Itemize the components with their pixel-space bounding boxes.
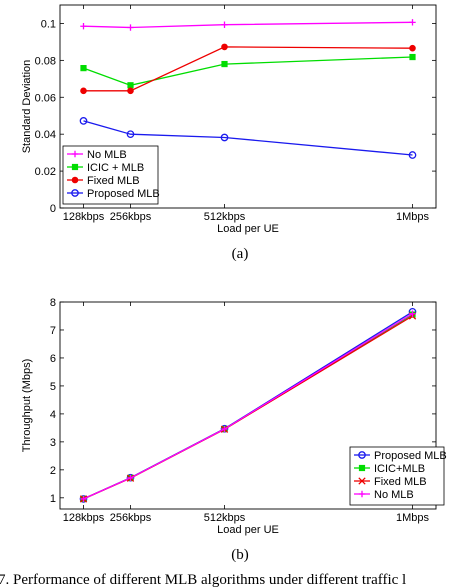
panel-a-label: (a): [232, 246, 249, 262]
a-ytick-label: 0.04: [35, 129, 56, 141]
a-ytick-label: 0.02: [35, 166, 56, 178]
a-legend-label: No MLB: [87, 149, 127, 161]
b-legend-marker: [358, 490, 366, 498]
b-ytick-label: 7: [50, 325, 56, 337]
a-x-axis-label: Load per UE: [217, 223, 279, 235]
a-xtick-label: 256kbps: [110, 211, 152, 223]
a-ytick-label: 0: [50, 203, 56, 215]
a-data-point: [221, 43, 228, 51]
b-ytick-label: 2: [50, 465, 56, 477]
a-legend-marker: [71, 150, 79, 158]
b-xtick-label: 128kbps: [63, 512, 105, 524]
a-legend-marker: [71, 176, 79, 184]
a-data-point: [221, 60, 228, 68]
b-x-axis-label: Load per UE: [217, 524, 279, 536]
a-y-axis-label: Standard Deviation: [21, 60, 33, 154]
a-legend-label: Fixed MLB: [87, 175, 140, 187]
a-data-point: [409, 19, 416, 26]
a-legend-label: ICIC + MLB: [87, 162, 144, 174]
b-legend-label: ICIC+MLB: [374, 463, 425, 475]
b-data-point: [127, 474, 134, 482]
a-legend-marker: [71, 163, 79, 171]
panel-b: 1 2 3 4 5 6 7 8 128kbps 256kbps 512kbps 1Mbps Load p…: [21, 297, 447, 536]
a-data-point: [409, 44, 416, 52]
b-data-point: [80, 495, 87, 503]
a-ytick-label: 0.06: [35, 92, 56, 104]
a-series-line-3: [83, 46, 413, 92]
b-xtick-label: 512kbps: [204, 512, 246, 524]
a-data-point: [80, 23, 87, 30]
a-data-point: [221, 21, 228, 28]
panel-b-label: (b): [231, 547, 249, 563]
a-data-point: [220, 133, 229, 142]
a-legend-label: Proposed MLB: [87, 188, 160, 200]
b-xtick-label: 256kbps: [110, 512, 152, 524]
a-data-point: [127, 87, 134, 95]
b-legend-marker: [358, 464, 366, 472]
a-data-point: [79, 117, 88, 125]
a-legend-marker: [71, 189, 79, 197]
a-data-point: [80, 87, 87, 95]
a-ytick-label: 0.1: [41, 18, 56, 30]
b-ytick-label: 4: [50, 409, 56, 421]
a-xtick-label: 128kbps: [63, 211, 105, 223]
b-series-line-4: [83, 313, 413, 500]
a-xtick-label: 1Mbps: [396, 211, 430, 223]
b-legend-marker: [358, 451, 366, 459]
a-data-point: [127, 82, 134, 89]
a-data-point: [126, 130, 135, 139]
b-legend-label: No MLB: [374, 489, 414, 501]
b-xtick-label: 1Mbps: [396, 512, 430, 524]
b-ytick-label: 6: [50, 353, 56, 365]
a-legend-box: [62, 145, 159, 205]
panel-a: 0 0.02 0.04 0.06 0.08 0.1 128kbps 256kbps 512kbp…: [21, 4, 437, 235]
b-ytick-label: 5: [50, 381, 56, 393]
b-ytick-label: 8: [50, 297, 56, 309]
b-legend-label: Proposed MLB: [374, 450, 447, 462]
b-legend-marker: [358, 477, 366, 485]
a-data-point: [127, 24, 134, 31]
b-ytick-label: 1: [50, 493, 56, 505]
a-ytick-label: 0.08: [35, 55, 56, 67]
b-legend-box: [349, 446, 445, 506]
a-series-line-4: [83, 120, 413, 156]
a-xtick-label: 512kbps: [204, 211, 246, 223]
a-data-point: [408, 151, 417, 159]
a-data-point: [409, 53, 416, 61]
a-series-line-2: [83, 56, 413, 86]
b-data-point: [221, 425, 228, 433]
a-series-line-1: [83, 21, 413, 29]
b-y-axis-label: Throughput (Mbps): [21, 359, 33, 453]
b-legend-label: Fixed MLB: [374, 476, 427, 488]
a-data-point: [80, 65, 87, 72]
b-ytick-label: 3: [50, 437, 56, 449]
b-data-point: [409, 310, 416, 317]
figure-caption: 7. Performance of different MLB algorith…: [0, 572, 406, 588]
